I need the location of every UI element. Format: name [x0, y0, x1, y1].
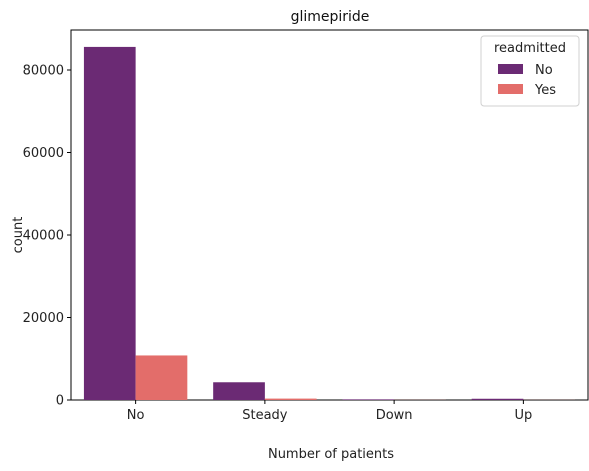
bar-no-down	[342, 399, 395, 400]
chart-title: glimepiride	[291, 9, 370, 25]
bar-no-steady	[213, 382, 265, 400]
x-tick-label: Up	[514, 408, 532, 423]
x-axis-label: Number of patients	[268, 447, 394, 462]
legend-label-yes: Yes	[534, 83, 556, 98]
y-tick-label: 20000	[23, 311, 64, 326]
bar-yes-steady	[264, 398, 317, 400]
legend-swatch-no	[498, 64, 523, 74]
x-tick-label: Down	[376, 408, 413, 423]
legend: readmitted No Yes	[480, 35, 580, 107]
plot-area	[70, 29, 589, 401]
legend-title: readmitted	[494, 41, 566, 56]
y-tick-label: 60000	[23, 146, 64, 161]
bar-yes-no	[135, 355, 188, 400]
y-tick-label: 80000	[23, 64, 64, 79]
x-tick-label: No	[127, 408, 145, 423]
y-axis: 0 20000 40000 60000 80000	[23, 64, 71, 409]
y-tick-label: 0	[56, 394, 64, 409]
legend-label-no: No	[535, 63, 553, 78]
y-tick-label: 40000	[23, 229, 64, 244]
y-axis-label: count	[11, 217, 26, 254]
legend-swatch-yes	[498, 84, 523, 94]
x-axis: No Steady Down Up	[127, 400, 532, 423]
bar-no-up	[471, 398, 524, 400]
bar-no-no	[83, 46, 136, 401]
x-tick-label: Steady	[242, 408, 288, 423]
axes-frame	[70, 29, 589, 401]
